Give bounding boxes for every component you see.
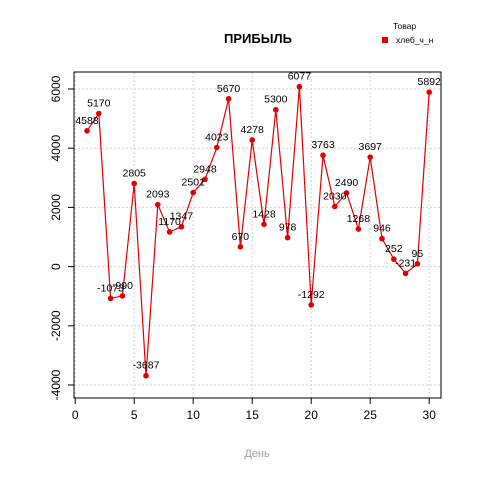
data-point [414, 260, 421, 267]
data-label: 2490 [335, 177, 359, 189]
data-point [84, 127, 90, 134]
data-point [131, 180, 137, 187]
data-point [426, 89, 433, 95]
data-point [166, 229, 173, 235]
data-label: 946 [373, 223, 391, 235]
x-tick-label: 10 [187, 408, 201, 422]
data-label: 1347 [170, 211, 194, 223]
data-point [391, 256, 397, 262]
x-tick-label: 5 [131, 408, 138, 422]
data-label: 2948 [193, 163, 217, 175]
data-point [96, 110, 102, 117]
chart-title: ПРИБЫЛЬ [224, 31, 292, 46]
data-label: 6077 [288, 71, 312, 83]
data-point [320, 152, 326, 159]
legend-series-label: хлеб_ч_н [396, 35, 434, 45]
data-label: 4023 [205, 132, 229, 144]
plot-frame [73, 71, 442, 399]
data-point [284, 234, 291, 241]
data-point [249, 137, 255, 143]
x-tick-label: 25 [364, 408, 378, 422]
data-point [332, 203, 338, 210]
data-point [355, 226, 362, 232]
data-label: 5300 [264, 94, 288, 106]
data-label: -231 [395, 257, 416, 269]
data-point [143, 372, 149, 379]
data-point [343, 190, 350, 196]
data-label: -3687 [133, 360, 160, 372]
x-tick-label: 20 [305, 408, 319, 422]
x-axis-label: День [244, 448, 270, 460]
y-tick-label: -4000 [49, 369, 63, 400]
legend-swatch [382, 37, 388, 43]
data-label: 2030 [323, 191, 347, 203]
data-label: 2805 [123, 168, 147, 180]
data-point [308, 302, 315, 308]
data-label: 4278 [241, 124, 265, 136]
data-point [155, 201, 161, 208]
data-point [225, 95, 232, 102]
data-label: 5670 [217, 83, 241, 95]
y-tick-label: -2000 [49, 310, 63, 341]
data-label: 1428 [252, 208, 276, 220]
data-label: -990 [112, 280, 133, 292]
data-label: 670 [232, 231, 250, 243]
x-tick-label: 0 [72, 408, 79, 422]
data-point [178, 223, 185, 230]
series-line [86, 86, 430, 376]
y-tick-label: 2000 [49, 194, 63, 221]
data-point [402, 270, 409, 277]
data-point [107, 295, 114, 302]
y-tick-label: 6000 [49, 75, 63, 102]
data-point [296, 83, 303, 90]
y-axis: -4000 -2000 0 2000 4000 6000 [49, 75, 74, 400]
data-point [237, 243, 244, 250]
data-point [379, 235, 385, 242]
y-tick-label: 4000 [49, 135, 63, 162]
data-label: 2501 [182, 177, 206, 189]
data-label: 5170 [87, 98, 111, 110]
data-point [190, 189, 196, 196]
data-point [367, 154, 374, 160]
data-point [119, 293, 126, 299]
data-label: 252 [385, 243, 403, 255]
data-label: -1292 [298, 289, 325, 301]
data-point [261, 221, 267, 228]
data-point [273, 106, 279, 113]
data-label: 2093 [146, 189, 170, 201]
data-label: 95 [412, 248, 424, 260]
data-label: 5892 [418, 76, 442, 88]
data-point [202, 176, 208, 183]
data-label: 1170 [158, 216, 181, 228]
legend-title: Товар [393, 21, 416, 31]
data-point [214, 144, 220, 151]
y-tick-label: 0 [49, 263, 63, 270]
data-label: 978 [279, 222, 297, 234]
data-label: 3697 [359, 141, 383, 153]
x-axis: 0 5 10 15 20 25 30 [72, 398, 436, 422]
x-tick-label: 15 [246, 408, 260, 422]
legend: Товар хлеб_ч_н [382, 21, 434, 45]
x-tick-label: 30 [423, 408, 437, 422]
data-label: 1268 [347, 213, 371, 225]
data-label: -1073 [97, 282, 124, 294]
data-label: 3763 [311, 139, 335, 151]
data-label: 4588 [75, 115, 99, 127]
